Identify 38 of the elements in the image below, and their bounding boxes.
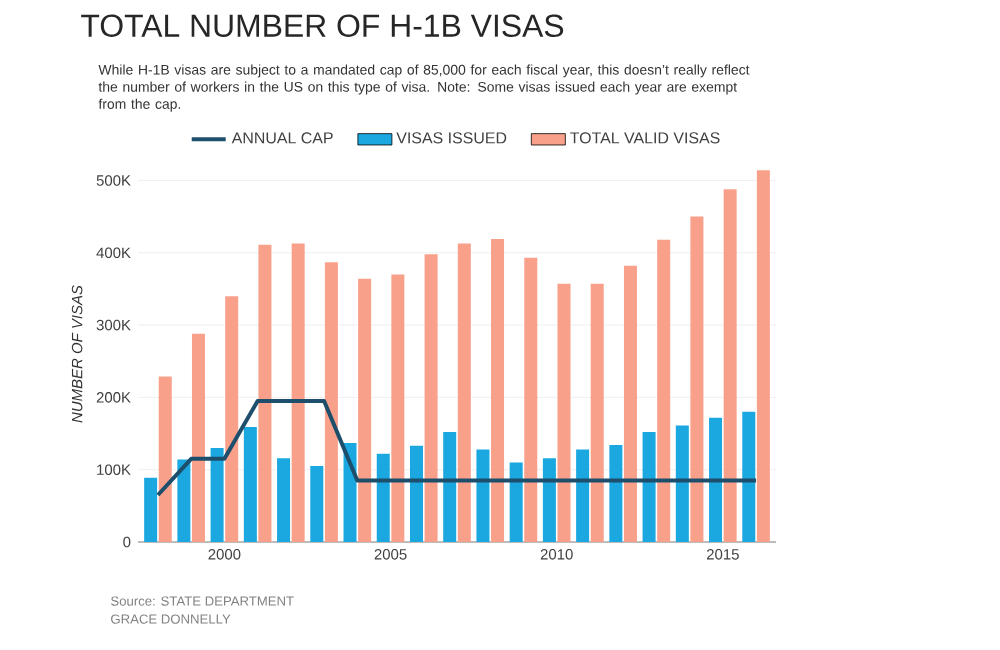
chart-title: TOTAL NUMBER OF H-1B VISAS	[81, 14, 564, 37]
bar	[623, 265, 637, 542]
bar	[675, 425, 689, 542]
bar	[457, 243, 471, 542]
bar	[324, 262, 338, 542]
bar	[443, 432, 457, 542]
bar	[642, 432, 656, 542]
bar	[590, 283, 604, 542]
bar	[225, 296, 239, 542]
bar	[576, 449, 590, 542]
bar	[191, 333, 205, 542]
bar	[756, 170, 770, 542]
bar	[542, 458, 556, 542]
bar	[509, 462, 523, 542]
bar	[557, 283, 571, 542]
bar	[690, 216, 704, 542]
bar	[742, 411, 756, 542]
bar	[657, 239, 671, 542]
bar	[524, 257, 538, 542]
bar	[158, 376, 172, 542]
bar	[409, 445, 423, 542]
bar	[210, 448, 224, 542]
bar	[243, 427, 257, 542]
bar	[376, 453, 390, 542]
bar	[310, 466, 324, 542]
bar	[177, 459, 191, 542]
bar	[476, 449, 490, 542]
bar	[609, 445, 623, 542]
bar	[358, 278, 372, 542]
bar	[391, 274, 405, 542]
bar	[723, 189, 737, 542]
bar	[277, 458, 291, 542]
bar	[424, 254, 438, 542]
bar	[709, 417, 723, 542]
bar	[491, 239, 505, 542]
bar	[291, 243, 305, 542]
bar	[144, 477, 158, 542]
bar	[258, 244, 272, 542]
